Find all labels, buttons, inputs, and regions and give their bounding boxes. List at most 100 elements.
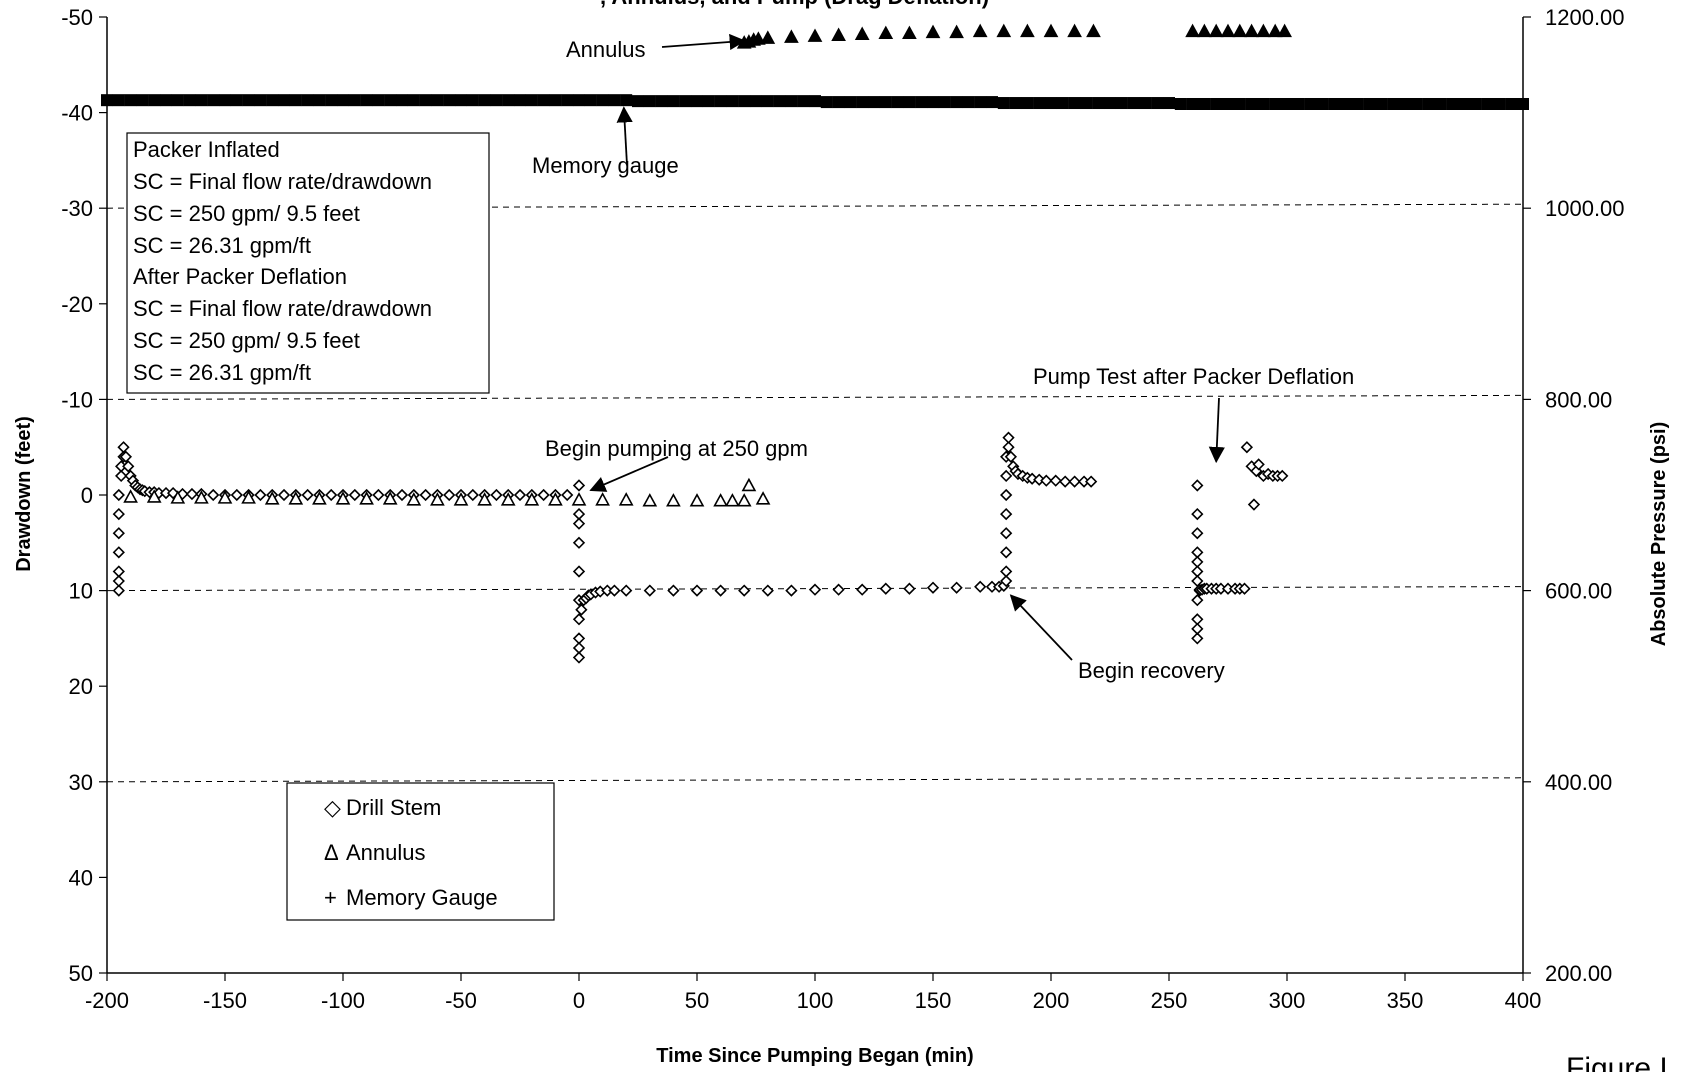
y-tick-label: -30	[61, 196, 93, 221]
annulus-point	[524, 492, 540, 506]
memory-gauge-point	[561, 94, 574, 107]
memory-gauge-point	[1399, 97, 1411, 110]
memory-gauge-point	[1245, 97, 1258, 110]
memory-gauge-point	[856, 96, 869, 109]
info-box: Packer Inflated SC = Final flow rate/dra…	[126, 132, 490, 394]
legend-frame	[286, 782, 555, 921]
drill-stem-point	[1191, 574, 1204, 588]
annulus-point	[1220, 23, 1236, 38]
legend-symbol: Δ	[324, 840, 339, 865]
memory-gauge-point	[608, 94, 621, 107]
y-tick-label: 20	[69, 674, 93, 699]
annulus-point	[1043, 23, 1059, 38]
memory-gauge-point	[1446, 97, 1459, 110]
memory-gauge-point	[844, 96, 857, 109]
annulus-point	[123, 489, 138, 503]
memory-gauge-point	[820, 96, 833, 109]
annulus-point	[146, 489, 162, 503]
memory-gauge-point	[1458, 97, 1470, 110]
memory-gauge-point	[219, 94, 231, 107]
memory-gauge-point	[1328, 97, 1341, 110]
drill-stem-point	[185, 487, 199, 501]
memory-gauge-point	[1139, 97, 1152, 110]
memory-gauge-point	[1257, 97, 1270, 110]
annulus-point	[312, 491, 327, 505]
memory-gauge-point	[1080, 97, 1093, 110]
drill-stem-point	[325, 488, 338, 502]
drill-stem-point	[879, 582, 892, 595]
memory-gauge-point	[726, 95, 739, 108]
drill-stem-point	[466, 488, 479, 502]
drill-stem-point	[903, 582, 916, 595]
memory-gauge-point	[974, 96, 987, 109]
memory-gauge-point	[1292, 97, 1305, 110]
y2-tick-label: 1200.00	[1545, 5, 1625, 30]
drill-stem-point	[1040, 474, 1053, 487]
annulus-point	[949, 24, 964, 39]
memory-gauge-point	[773, 95, 786, 108]
memory-gauge-point	[927, 96, 939, 109]
drill-stem-point	[785, 584, 798, 597]
memory-gauge-point	[1033, 97, 1046, 110]
y2-tick-label: 400.00	[1545, 770, 1612, 795]
drill-stem-point	[926, 581, 940, 594]
y2-axis-ticks: 1200.00 1000.00 800.00 600.00 400.00 200.00	[1523, 5, 1625, 986]
drill-stem-point	[122, 460, 135, 473]
memory-gauge-point	[1493, 97, 1506, 110]
memory-gauge-point	[289, 94, 302, 107]
memory-gauge-point	[915, 96, 928, 109]
annulus-point	[725, 493, 740, 507]
x-tick-label: -200	[85, 988, 129, 1013]
annulus-point	[1067, 23, 1082, 38]
drill-stem-point	[856, 583, 869, 596]
memory-gauge-point	[490, 94, 503, 107]
memory-gauge-point	[278, 94, 290, 107]
memory-gauge-point	[502, 94, 515, 107]
drill-stem-point	[950, 581, 963, 594]
memory-gauge-point	[1151, 97, 1164, 110]
series-layer	[101, 23, 1529, 664]
memory-gauge-point	[1174, 97, 1187, 110]
memory-gauge-point	[761, 95, 774, 108]
drill-stem-point	[572, 651, 586, 664]
memory-gauge-point	[112, 94, 125, 107]
memory-gauge-point	[1127, 97, 1140, 110]
memory-gauge-point	[832, 96, 845, 109]
drill-stem-point	[230, 488, 243, 502]
memory-gauge-point	[407, 94, 420, 107]
memory-gauge-point	[525, 94, 538, 107]
annotation-memory-gauge: Memory gauge	[532, 153, 679, 178]
memory-gauge-point	[1481, 97, 1494, 110]
drill-stem-point	[112, 546, 125, 559]
memory-gauge-point	[1269, 97, 1282, 110]
legend-symbol: ◇	[324, 795, 341, 820]
annulus-point	[477, 492, 492, 506]
y-tick-label: -10	[61, 387, 93, 412]
memory-gauge-point	[443, 94, 456, 107]
memory-gauge-point	[101, 94, 113, 107]
annulus-point	[741, 477, 757, 492]
drill-stem-point	[119, 450, 133, 463]
drill-stem-point	[1000, 469, 1013, 483]
drill-stem-point	[608, 584, 621, 597]
annotation-pump-test: Pump Test after Packer Deflation	[1033, 364, 1354, 389]
memory-gauge-point	[254, 94, 267, 107]
memory-gauge-point	[1092, 97, 1105, 110]
legend-symbol: +	[324, 885, 337, 910]
memory-gauge-point	[1115, 97, 1128, 110]
drill-stem-point	[1191, 479, 1204, 492]
memory-gauge-point	[1056, 97, 1069, 110]
x-tick-label: -100	[321, 988, 365, 1013]
memory-gauge-point	[879, 96, 892, 109]
memory-gauge-point	[986, 96, 998, 109]
y2-tick-label: 200.00	[1545, 961, 1612, 986]
x-axis-title: Time Since Pumping Began (min)	[656, 1045, 973, 1067]
y-tick-label: -40	[61, 101, 93, 126]
memory-gauge-point	[903, 96, 916, 109]
memory-gauge-point	[1163, 97, 1175, 110]
annulus-point	[1208, 23, 1224, 38]
memory-gauge-point	[1210, 97, 1223, 110]
memory-gauge-point	[797, 95, 810, 108]
memory-gauge-point	[183, 94, 196, 107]
drill-stem-point	[572, 565, 586, 578]
